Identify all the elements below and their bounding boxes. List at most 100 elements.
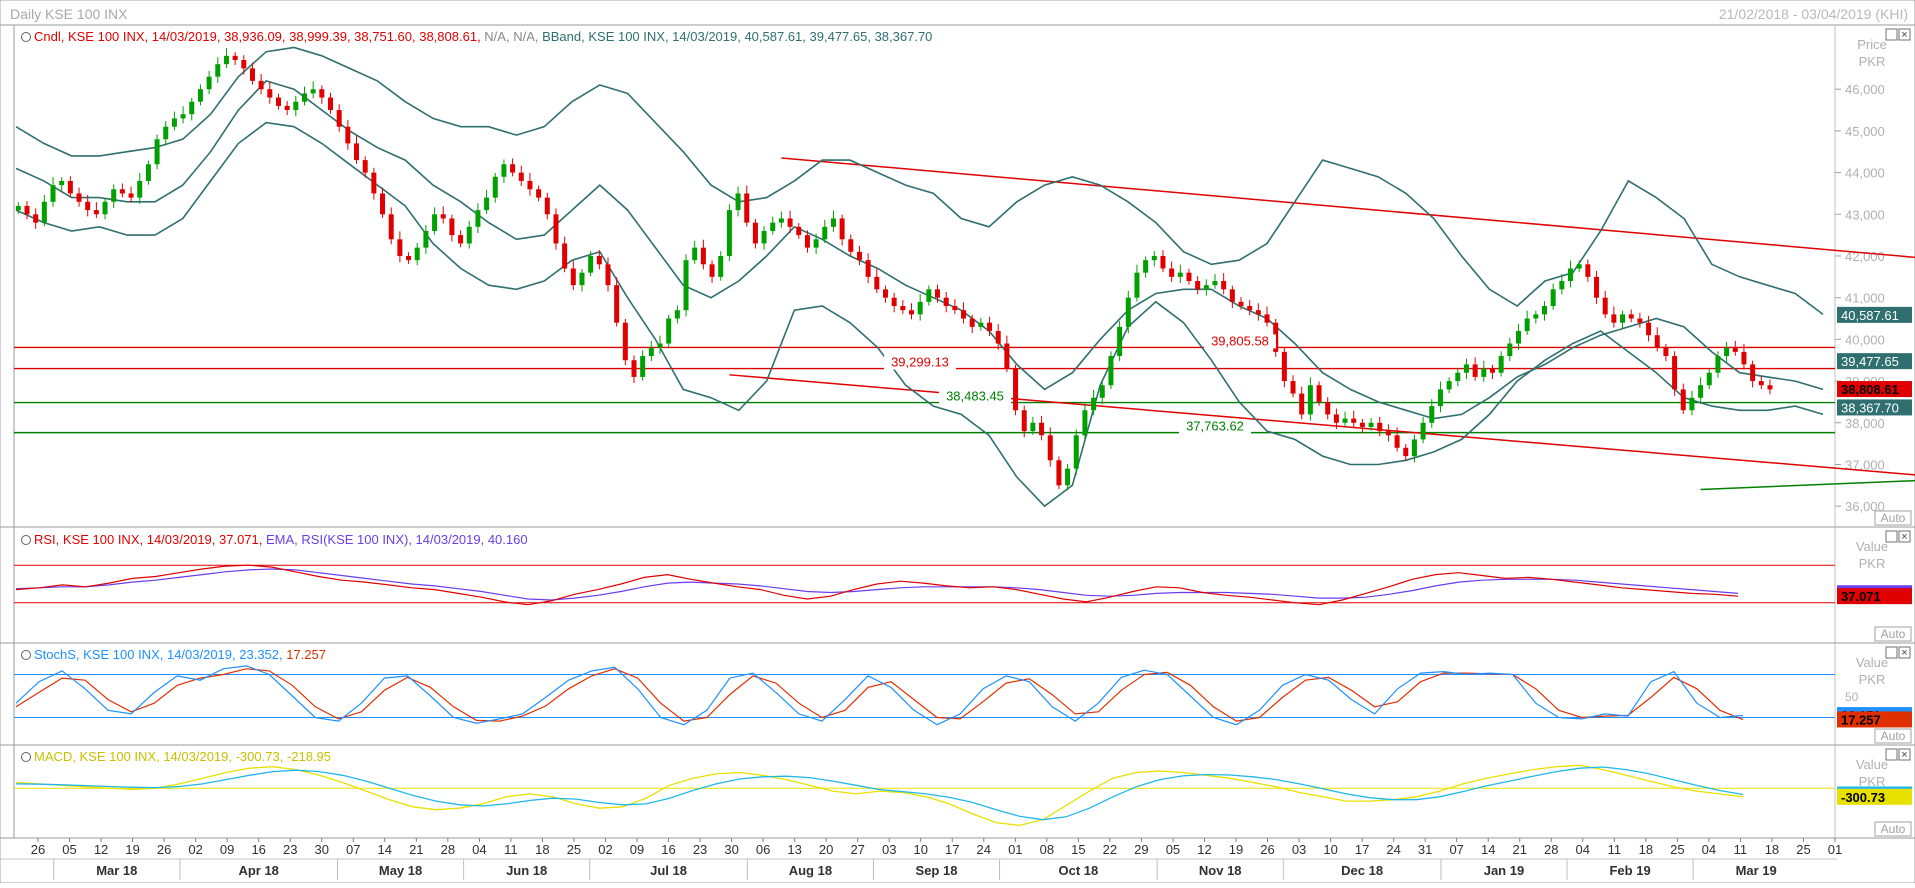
candle-body	[492, 176, 498, 198]
time-tick-label-6: 09	[220, 842, 234, 857]
candle-body	[336, 110, 342, 127]
candle-body	[371, 172, 377, 194]
time-tick-label-39: 26	[1260, 842, 1274, 857]
candle-body	[180, 114, 186, 119]
candle-body	[1515, 331, 1521, 344]
candle-body	[258, 80, 264, 90]
time-tick-label-5: 02	[188, 842, 202, 857]
month-label-8: Nov 18	[1199, 863, 1242, 878]
candle-body	[1013, 368, 1019, 411]
candle-body	[1750, 364, 1756, 382]
candle-body	[1099, 385, 1105, 398]
rsi-badge-1	[1837, 588, 1912, 605]
candle-body	[978, 322, 984, 327]
macd-legend-icon	[21, 752, 31, 762]
candle-body	[1663, 347, 1669, 357]
price-close-button	[1898, 28, 1911, 41]
candle-body	[1680, 389, 1686, 411]
time-tick-label-14: 04	[472, 842, 486, 857]
candle-body	[1489, 368, 1495, 373]
stochastic-axis-title-1: PKR	[1859, 672, 1886, 687]
price-hline-label-bg-1	[884, 355, 956, 370]
time-tick-label-32: 08	[1040, 842, 1054, 857]
time-tick-label-44: 31	[1418, 842, 1432, 857]
candle-body	[24, 205, 30, 215]
time-tick-label-45: 07	[1449, 842, 1463, 857]
candle-body	[388, 214, 394, 240]
candle-body	[484, 197, 490, 211]
candle-body	[935, 289, 941, 298]
rsi-line	[15, 564, 1739, 606]
candle-body	[1169, 268, 1175, 277]
candle-body	[1065, 468, 1071, 486]
price-panel: ×AutoPricePKR36,00037,00038,00039,00040,…	[0, 24, 1915, 527]
candle-body	[102, 201, 108, 215]
time-tick-label-21: 23	[693, 842, 707, 857]
candle-body	[380, 193, 386, 215]
candle-body	[301, 93, 307, 102]
candle-body	[1689, 397, 1695, 411]
candle-body	[1030, 422, 1036, 432]
price-badge-2	[1837, 381, 1912, 398]
window-date-range: 21/02/2018 - 03/04/2019 (KHI)	[1719, 6, 1908, 22]
time-tick-label-24: 13	[787, 842, 801, 857]
candle-body	[1117, 326, 1123, 357]
candle-body	[1585, 264, 1591, 277]
candle-body	[76, 193, 82, 202]
candle-body	[666, 318, 672, 344]
candle-body	[1741, 351, 1747, 365]
price-y-tick-label-10: 46,000	[1845, 82, 1885, 97]
candle-body	[345, 126, 351, 144]
candle-body	[856, 251, 862, 261]
macd-legend-part-0: MACD, KSE 100 INX, 14/03/2019, -300.73, …	[34, 749, 331, 764]
candle-body	[1264, 314, 1270, 323]
time-tick-label-53: 04	[1702, 842, 1716, 857]
candle-body	[1151, 255, 1157, 261]
candle-body	[1047, 435, 1053, 461]
time-tick-label-54: 11	[1734, 842, 1748, 857]
stochastic-auto-label: Auto	[1881, 729, 1906, 743]
price-badge-label-3: 38,367.70	[1841, 400, 1899, 415]
candle-body	[891, 297, 897, 307]
time-tick-label-56: 25	[1796, 842, 1810, 857]
price-y-tick-label-7: 43,000	[1845, 207, 1885, 222]
candle-body	[163, 126, 169, 140]
candle-body	[1160, 255, 1166, 269]
month-label-5: Aug 18	[789, 863, 832, 878]
macd-auto-label: Auto	[1881, 822, 1906, 836]
price-y-tick-label-1: 37,000	[1845, 457, 1885, 472]
candle-body	[1481, 368, 1487, 377]
time-tick-label-15: 11	[504, 842, 518, 857]
candle-body	[822, 226, 828, 240]
candle-body	[354, 143, 360, 161]
price-y-tick-label-8: 44,000	[1845, 166, 1885, 181]
time-tick-label-34: 22	[1103, 842, 1117, 857]
stochastic-legend-icon	[21, 650, 31, 660]
candle-body	[544, 197, 550, 215]
price-restore-button	[1885, 28, 1898, 41]
candle-body	[249, 68, 255, 81]
candle-body	[579, 272, 585, 286]
candle-body	[1290, 381, 1296, 394]
candle-body	[284, 105, 290, 111]
stochastic-legend: StochS, KSE 100 INX, 14/03/2019, 23.352,…	[34, 647, 326, 662]
time-tick-label-37: 12	[1197, 842, 1211, 857]
candle-body	[1377, 422, 1383, 432]
candle-body	[995, 331, 1001, 344]
rsi-axis-title-1: PKR	[1859, 556, 1886, 571]
time-tick-label-23: 06	[756, 842, 770, 857]
month-label-10: Jan 19	[1484, 863, 1524, 878]
candle-body	[362, 160, 368, 173]
price-hline-label-bg-3	[1179, 419, 1251, 434]
time-tick-label-19: 09	[630, 842, 644, 857]
rsi-restore-button	[1885, 530, 1898, 543]
candle-body	[692, 247, 698, 261]
rsi-legend-part-1: EMA, RSI(KSE 100 INX), 14/03/2019, 40.16…	[266, 532, 528, 547]
candle-body	[1394, 435, 1400, 448]
price-badge-label-1: 39,477.65	[1841, 354, 1899, 369]
candle-body	[1359, 422, 1365, 427]
candle-body	[1333, 414, 1339, 423]
candle-body	[969, 318, 975, 327]
candle-body	[111, 189, 117, 202]
